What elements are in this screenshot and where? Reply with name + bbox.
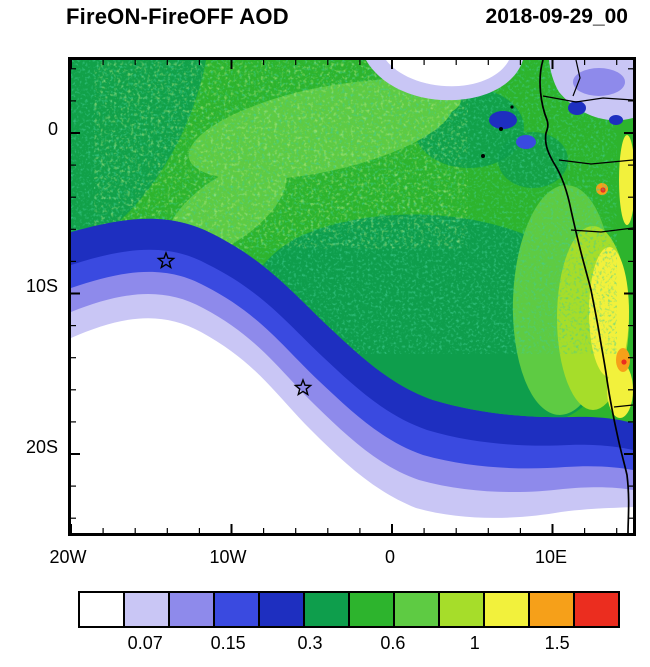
field-yellow-3: [619, 135, 633, 225]
colorbar-box: [215, 593, 260, 626]
y-axis-label: 10S: [25, 276, 58, 296]
northeast-periwinkle-patch: [573, 68, 625, 96]
y-axis-label: 0: [47, 119, 58, 139]
map-svg: [71, 60, 633, 533]
northeast-darkblue-speck-2: [609, 115, 623, 125]
field-red-2: [621, 359, 627, 365]
coastline: [539, 60, 630, 533]
colorbar: [78, 591, 620, 628]
country-border-1: [542, 95, 633, 103]
axis-ticks: [71, 60, 633, 533]
northeast-darkblue-speck-3: [489, 111, 517, 129]
colorbar-box: [395, 593, 440, 626]
timestamp-label: 2018-09-29_00: [485, 5, 628, 28]
country-border-5: [613, 404, 633, 408]
colorbar-tick-label: 0.3: [297, 633, 323, 653]
colorbar-tick-label: 0.07: [127, 633, 163, 653]
colorbar-box: [485, 593, 530, 626]
colorbar-tick-label: 0.15: [210, 633, 246, 653]
colorbar-box: [125, 593, 170, 626]
northeast-darkblue-speck-1: [568, 101, 586, 115]
island-dot: [481, 154, 485, 158]
country-border-3: [558, 159, 633, 165]
star-marker-2: [293, 378, 313, 397]
colorbar-box: [170, 593, 215, 626]
colorbar-box: [260, 593, 305, 626]
colorbar-box: [440, 593, 485, 626]
star-marker-1: [156, 251, 176, 270]
plot-title: FireON-FireOFF AOD: [66, 4, 289, 29]
island-dot: [499, 127, 503, 131]
y-axis-label: 20S: [25, 437, 58, 457]
colorbar-tick-label: 0.6: [380, 633, 406, 653]
colorbar-box: [305, 593, 350, 626]
map-panel: [68, 57, 636, 536]
colorbar-box: [530, 593, 575, 626]
field-yellow-2: [607, 362, 633, 418]
colorbar-box: [80, 593, 125, 626]
country-border-4: [570, 227, 633, 233]
x-axis-label: 20W: [49, 547, 87, 567]
country-border-2: [572, 60, 581, 97]
field-yellow-1: [589, 247, 629, 377]
colorbar-labels: 0.07 0.15 0.3 0.6 1 1.5: [78, 633, 620, 657]
colorbar-box: [350, 593, 395, 626]
northeast-blue-speck: [516, 135, 536, 149]
north-white-patch: [386, 60, 509, 87]
field-red-1: [600, 187, 606, 193]
colorbar-tick-label: 1: [469, 633, 480, 653]
x-axis-label: 10E: [534, 547, 568, 567]
island-dot: [510, 105, 514, 109]
speckle-light-layer: [111, 70, 451, 240]
x-axis-label: 0: [384, 547, 395, 567]
colorbar-box: [575, 593, 618, 626]
x-axis-label: 10W: [209, 547, 247, 567]
colorbar-tick-label: 1.5: [544, 633, 570, 653]
